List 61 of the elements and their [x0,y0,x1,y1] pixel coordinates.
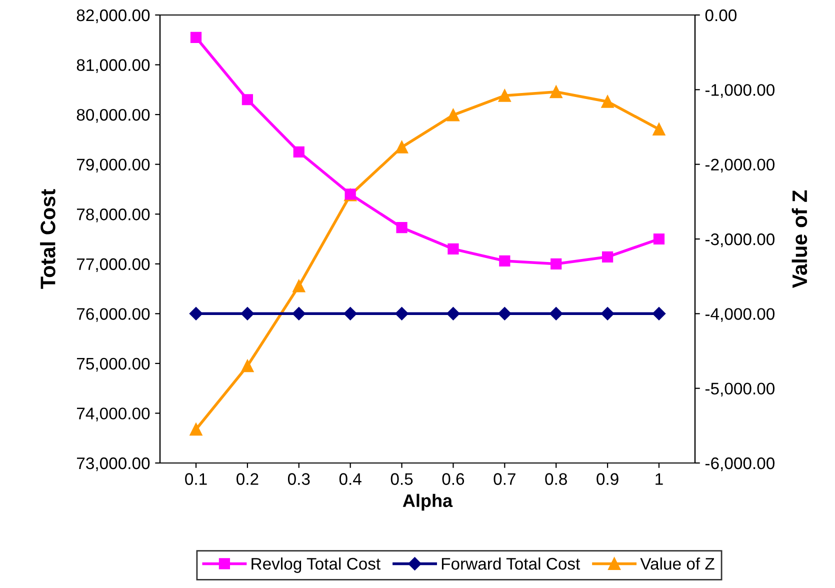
x-tick-label: 0.8 [545,473,567,485]
y-tick-label: 74,000.00 [76,408,150,422]
y-tick-label: 79,000.00 [76,158,150,173]
point [190,423,202,436]
point [189,307,203,320]
x-tick-label: 0.4 [339,473,362,485]
point [395,307,408,320]
point [550,86,562,98]
x-tick-label: 0.6 [442,473,464,485]
point [241,360,254,372]
legend-label: Value of Z [640,557,714,570]
point [601,95,614,108]
point [292,307,306,320]
y-tick-label: 73,000.00 [76,457,150,472]
x-tick-label: 1 [656,473,663,485]
y-tick-label: 82,000.00 [76,9,150,24]
point [293,146,304,158]
point [652,122,666,136]
y2-tick-label: -2,000.00 [705,158,774,173]
point [190,32,202,43]
point [600,307,614,320]
y-tick-label: 80,000.00 [76,108,150,123]
x-axis-title: Alpha [402,494,453,511]
y2-tick-label: 0.00 [705,9,737,22]
y2-tick-label: -4,000.00 [705,308,774,322]
y2-tick-label: -1,000.00 [705,84,774,98]
point [396,222,408,234]
point [396,140,408,154]
point [550,307,563,320]
point [498,89,511,102]
x-tick-label: 0.9 [596,473,618,485]
x-tick-label: 0.3 [288,473,310,485]
y-tick-label: 81,000.00 [76,59,150,73]
x-tick-label: 0.5 [390,473,413,485]
x-tick-label: 0.2 [236,473,258,485]
legend-label: Forward Total Cost [442,557,580,570]
y-tick-label: 76,000.00 [76,308,150,322]
x-tick-label: 0.1 [185,473,207,485]
point [240,307,254,320]
y-tick-label: 75,000.00 [76,358,150,372]
y-axis-title: Total Cost [40,189,56,289]
point [499,255,510,266]
y-tick-label: 77,000.00 [76,258,150,272]
point [653,233,665,245]
point [498,307,512,320]
y2-tick-label: -5,000.00 [705,382,774,397]
y-tick-label: 78,000.00 [76,208,150,222]
y2-axis-title: Value of Z [792,190,808,288]
legend-label: Revlog Total Cost [252,557,380,573]
y2-tick-label: -6,000.00 [705,457,774,472]
point [652,307,666,320]
point [344,307,357,320]
y2-tick-label: -3,000.00 [705,233,774,248]
point [602,251,614,262]
point [242,94,254,106]
point [446,307,460,320]
point [292,280,306,292]
point [448,243,459,255]
x-tick-label: 0.7 [494,473,516,485]
point [550,258,562,270]
point [446,108,460,122]
